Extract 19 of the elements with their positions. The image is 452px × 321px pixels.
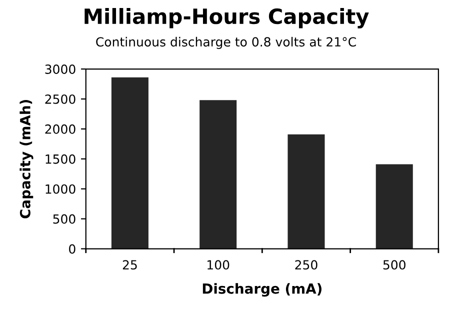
y-tick-label: 500 <box>53 214 76 224</box>
y-tick-label: 2000 <box>45 124 76 134</box>
y-axis-title: Capacity (mAh) <box>20 100 34 218</box>
bar <box>288 134 325 249</box>
y-tick-label: 1500 <box>46 154 76 164</box>
y-tick-label: 1000 <box>46 184 76 194</box>
chart-title: Milliamp-Hours Capacity <box>84 8 369 28</box>
x-axis-title: Discharge (mA) <box>202 283 322 297</box>
x-tick-label: 25 <box>122 260 137 270</box>
x-tick-label: 250 <box>295 260 318 270</box>
x-tick-label: 500 <box>383 260 406 270</box>
y-tick-label: 0 <box>69 244 76 254</box>
chart-subtitle: Continuous discharge to 0.8 volts at 21°C <box>96 36 356 50</box>
y-tick-label: 3000 <box>45 64 76 74</box>
bar <box>376 164 413 249</box>
bar <box>200 100 237 249</box>
x-tick-label: 100 <box>208 260 230 270</box>
bar <box>111 77 148 249</box>
y-tick-label: 2500 <box>45 94 76 104</box>
